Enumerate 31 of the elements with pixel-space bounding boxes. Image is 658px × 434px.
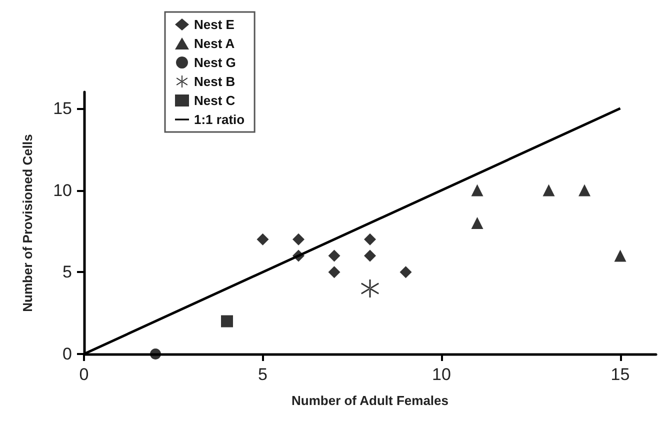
point bbox=[328, 250, 340, 262]
point bbox=[471, 217, 484, 229]
legend-label: Nest A bbox=[194, 36, 236, 51]
legend-label: Nest C bbox=[194, 93, 236, 108]
legend-label: Nest E bbox=[194, 17, 235, 32]
point bbox=[400, 266, 412, 278]
point bbox=[614, 250, 626, 262]
x-tick-label: 15 bbox=[610, 365, 630, 384]
legend-label: Nest B bbox=[194, 74, 236, 89]
y-tick-label: 10 bbox=[53, 180, 72, 200]
legend-label: Nest G bbox=[194, 55, 236, 70]
y-tick-label: 0 bbox=[62, 344, 72, 364]
point bbox=[256, 233, 269, 246]
point bbox=[364, 250, 376, 262]
y-tick-label: 15 bbox=[53, 98, 72, 118]
y-axis-title: Number of Provisioned Cells bbox=[20, 134, 35, 312]
x-tick-label: 5 bbox=[258, 365, 268, 384]
point bbox=[328, 266, 340, 278]
point bbox=[542, 184, 555, 196]
point bbox=[361, 280, 379, 298]
x-tick-label: 10 bbox=[432, 365, 451, 384]
point bbox=[578, 184, 590, 196]
point bbox=[292, 233, 304, 246]
y-tick-label: 5 bbox=[62, 262, 72, 282]
point bbox=[150, 348, 161, 360]
point bbox=[471, 184, 484, 196]
point bbox=[364, 233, 376, 246]
legend-label: 1:1 ratio bbox=[194, 112, 245, 127]
x-axis-title: Number of Adult Females bbox=[292, 393, 448, 408]
x-tick-label: 0 bbox=[79, 365, 89, 384]
point bbox=[221, 315, 233, 328]
